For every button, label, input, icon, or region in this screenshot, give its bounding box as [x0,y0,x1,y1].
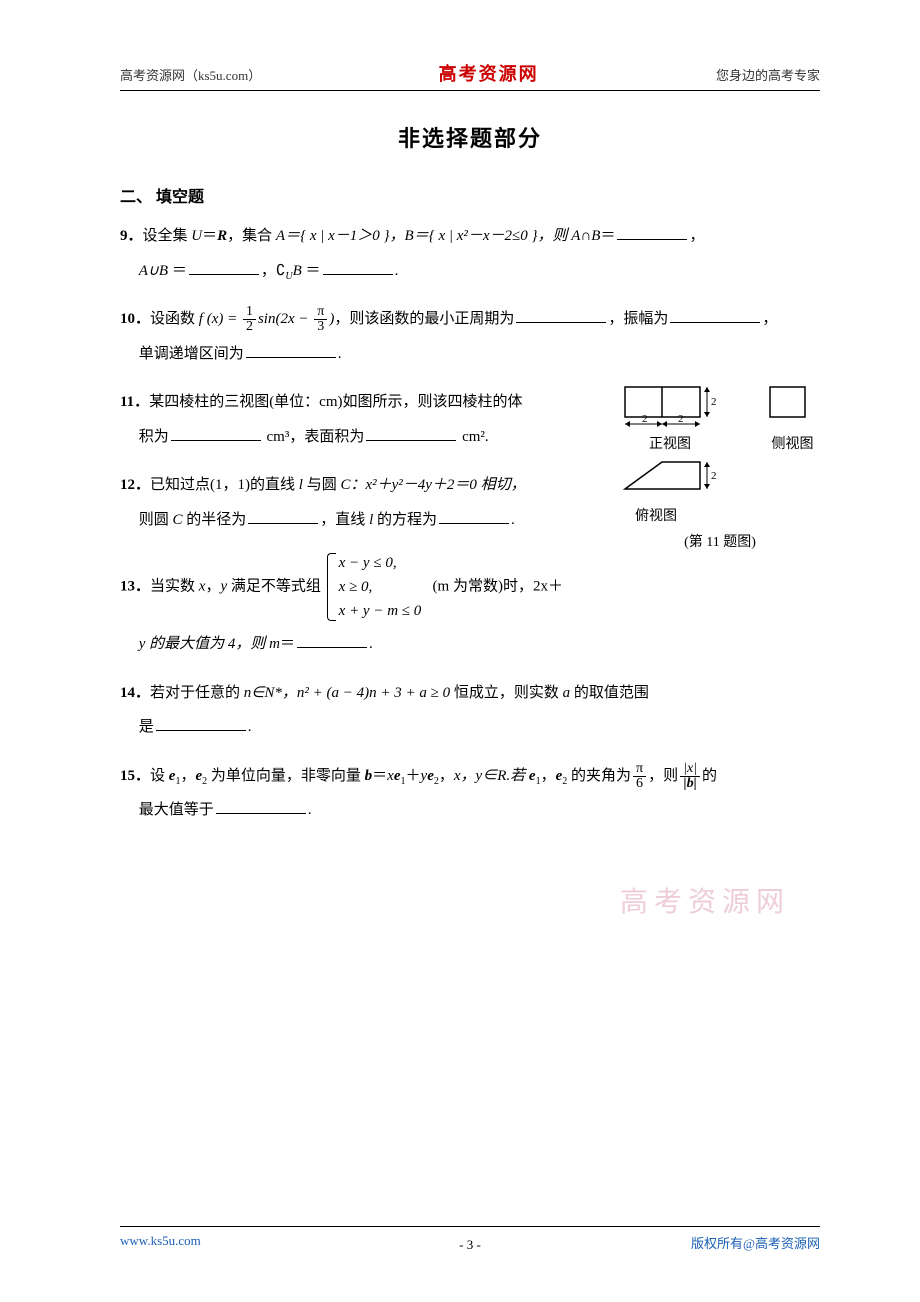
front-view-svg: 2 2 2 [620,385,720,427]
answer-blank [366,426,456,441]
page-header: 高考资源网（ks5u.com） 高考资源网 您身边的高考专家 [120,60,820,91]
answer-blank [216,799,306,814]
svg-text:2: 2 [642,413,648,425]
cases-bracket: x − y ≤ 0, x ≥ 0, x + y − m ≤ 0 [325,551,422,623]
watermark: 高考资源网 [620,880,790,920]
side-view: 侧视图 [765,385,820,453]
problem-number: 11． [120,394,149,410]
problem-number: 10． [120,311,150,327]
page-title: 非选择题部分 [120,121,820,153]
problem-number: 15． [120,768,150,784]
problem-number: 14． [120,685,150,701]
answer-blank [171,426,261,441]
page-footer: www.ks5u.com - 3 - 版权所有@高考资源网 [120,1226,820,1252]
svg-text:2: 2 [711,396,717,408]
page-number: - 3 - [459,1237,481,1253]
problem-number: 12． [120,477,150,493]
answer-blank [248,509,318,524]
answer-blank [670,308,760,323]
answer-blank [617,225,687,240]
answer-blank [156,716,246,731]
front-view: 2 2 2 正视图 [620,385,720,453]
problem-12: 12．已知过点(1，1)的直线 l 与圆 C：x²＋y²－4y＋2＝0 相切， … [120,468,610,537]
footer-url: www.ks5u.com [120,1233,201,1252]
problem-number: 9． [120,228,143,244]
problem-13: 13．当实数 x，y 满足不等式组 x − y ≤ 0, x ≥ 0, x + … [120,551,610,623]
answer-blank [516,308,606,323]
problem-11: 11．某四棱柱的三视图(单位：cm)如图所示，则该四棱柱的体 积为 cm³，表面… [120,385,610,454]
side-view-svg [765,385,820,427]
problem-9: 9．设全集 U＝R，集合 A＝{ x | x－1＞0 }，B＝{ x | x²－… [120,219,820,288]
problem-15: 15．设 e1，e2 为单位向量，非零向量 b＝xe1＋ye2，x，y∈R.若 … [120,759,820,828]
top-view: 2 俯视图 [620,459,720,525]
header-left: 高考资源网（ks5u.com） [120,65,261,84]
answer-blank [297,633,367,648]
answer-blank [189,260,259,275]
problem-13-cont: y 的最大值为 4，则 m＝. [120,627,820,662]
problem-14: 14．若对于任意的 n∈N*，n² + (a − 4)n + 3 + a ≥ 0… [120,676,820,745]
svg-text:2: 2 [678,413,684,425]
answer-blank [439,509,509,524]
section-2-heading: 二、 填空题 [120,183,820,207]
header-right: 您身边的高考专家 [716,65,820,84]
svg-text:2: 2 [711,470,717,482]
figure-caption: (第 11 题图) [620,531,820,551]
figure-11: 2 2 2 正视图 侧视图 [620,385,820,551]
header-center-logo: 高考资源网 [439,60,539,86]
answer-blank [246,343,336,358]
problem-10: 10．设函数 f (x) = 12sin(2x − π3)，则该函数的最小正周期… [120,302,820,371]
top-view-svg: 2 [620,459,730,499]
figure-text-wrap: 2 2 2 正视图 侧视图 [120,385,820,623]
answer-blank [323,260,393,275]
footer-copyright: 版权所有@高考资源网 [691,1233,820,1252]
problem-number: 13． [120,578,150,594]
page: 高考资源网（ks5u.com） 高考资源网 您身边的高考专家 非选择题部分 二、… [0,0,920,1302]
